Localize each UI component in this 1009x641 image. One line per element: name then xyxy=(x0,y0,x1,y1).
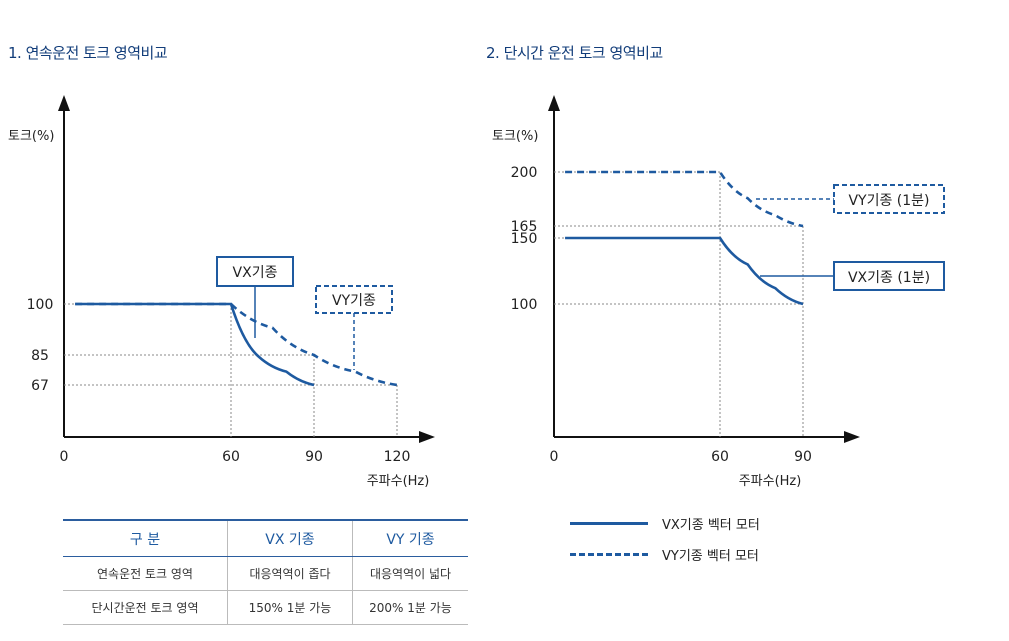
table-cell: 대응역역이 넓다 xyxy=(352,556,468,591)
x-tick-label: 60 xyxy=(222,449,240,465)
table-cell: 150% 1분 가능 xyxy=(227,590,353,625)
legend-solid-line xyxy=(570,522,648,525)
table-header-row: 구 분 VX 기종 VY 기종 xyxy=(63,519,468,557)
table-header: VY 기종 xyxy=(352,519,468,557)
x-axis-arrow-icon xyxy=(419,431,435,443)
x-tick-label: 0 xyxy=(550,449,559,465)
legend-label: VX기종 벡터 모터 xyxy=(662,518,760,533)
legend-item-vx: VX기종 벡터 모터 xyxy=(570,514,760,533)
legend-item-vy: VY기종 벡터 모터 xyxy=(570,545,759,564)
callout-box xyxy=(833,261,945,291)
y-tick-label: 100 xyxy=(511,297,538,313)
y-axis-label: 토크(%) xyxy=(8,129,54,144)
series-line xyxy=(75,302,315,387)
callout-label: VY기종 xyxy=(332,293,376,309)
x-tick-label: 90 xyxy=(794,449,812,465)
y-tick-label: 100 xyxy=(27,297,54,313)
series-line xyxy=(565,170,804,228)
x-tick-label: 0 xyxy=(60,449,69,465)
table-row: 단시간운전 토크 영역 150% 1분 가능 200% 1분 가능 xyxy=(63,590,468,625)
callout-label: VX기종 (1분) xyxy=(848,270,930,286)
chart1-title: 1. 연속운전 토크 영역비교 xyxy=(8,44,168,62)
callout-label: VX기종 xyxy=(233,265,278,281)
chart2-title: 2. 단시간 운전 토크 영역비교 xyxy=(486,44,663,62)
table-cell: 200% 1분 가능 xyxy=(352,590,468,625)
y-tick-label: 200 xyxy=(511,165,538,181)
x-tick-label: 90 xyxy=(305,449,323,465)
table-cell: 대응역역이 좁다 xyxy=(227,556,353,591)
legend-label: VY기종 벡터 모터 xyxy=(662,549,759,564)
y-axis-arrow-icon xyxy=(548,95,560,111)
table-cell: 단시간운전 토크 영역 xyxy=(63,590,228,625)
x-tick-label: 120 xyxy=(384,449,411,465)
callout-label: VY기종 (1분) xyxy=(848,193,929,209)
callout-box xyxy=(216,256,294,287)
table-header: 구 분 xyxy=(63,519,228,557)
y-tick-label: 165 xyxy=(511,219,538,235)
x-axis-arrow-icon xyxy=(844,431,860,443)
y-tick-label: 67 xyxy=(31,378,49,394)
table-cell: 연속운전 토크 영역 xyxy=(63,556,228,591)
y-tick-label: 150 xyxy=(511,231,538,247)
y-axis-label: 토크(%) xyxy=(492,129,538,144)
table-header: VX 기종 xyxy=(227,519,353,557)
comparison-table: 구 분 VX 기종 VY 기종 연속운전 토크 영역 대응역역이 좁다 대응역역… xyxy=(63,519,468,625)
x-tick-label: 60 xyxy=(711,449,729,465)
legend-dashed-line xyxy=(570,553,648,556)
y-axis-arrow-icon xyxy=(58,95,70,111)
x-axis-label: 주파수(Hz) xyxy=(367,474,430,489)
callout-box xyxy=(833,184,945,214)
y-tick-label: 85 xyxy=(31,348,49,364)
x-axis-label: 주파수(Hz) xyxy=(739,474,802,489)
table-row: 연속운전 토크 영역 대응역역이 좁다 대응역역이 넓다 xyxy=(63,556,468,591)
series-line xyxy=(565,236,804,306)
